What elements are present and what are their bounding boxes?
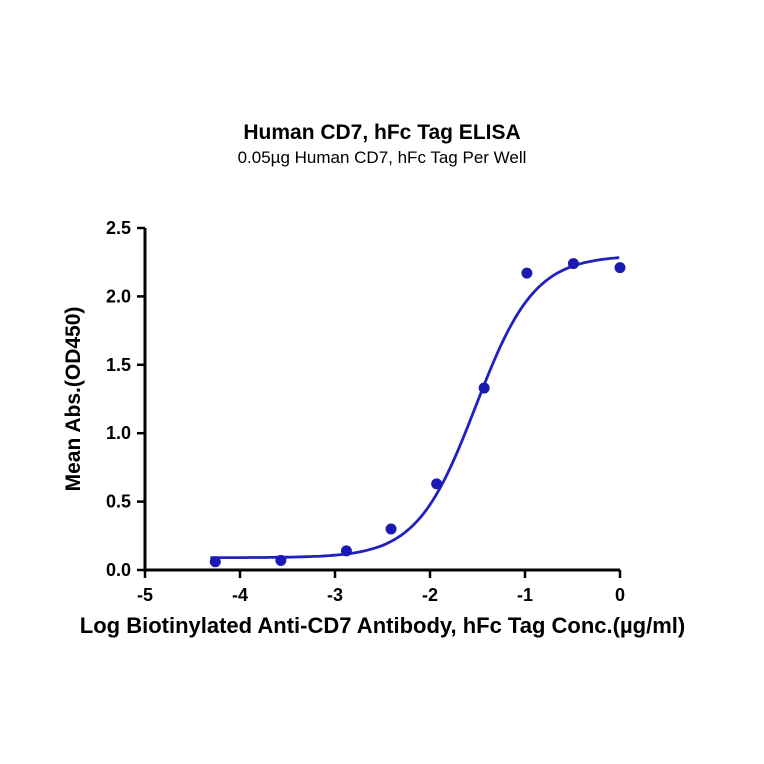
fit-curve <box>210 256 620 559</box>
x-tick-label: -3 <box>327 585 343 605</box>
x-tick-label: -5 <box>137 585 153 605</box>
y-tick-label: 0.0 <box>106 560 131 580</box>
chart-header: Human CD7, hFc Tag ELISA 0.05µg Human CD… <box>0 120 764 169</box>
x-axis-title: Log Biotinylated Anti-CD7 Antibody, hFc … <box>80 613 685 638</box>
x-tick-label: -4 <box>232 585 248 605</box>
chart-title: Human CD7, hFc Tag ELISA <box>243 121 521 144</box>
y-tick-label: 1.5 <box>106 355 131 375</box>
data-point <box>275 554 287 566</box>
chart-subtitle: 0.05µg Human CD7, hFc Tag Per Well <box>237 148 527 168</box>
x-tick-label: -2 <box>422 585 438 605</box>
y-tick-label: 2.0 <box>106 286 131 306</box>
y-axis-title: Mean Abs.(OD450) <box>62 307 85 492</box>
x-tick-label: -1 <box>517 585 533 605</box>
data-point <box>431 478 443 490</box>
data-point <box>521 267 533 279</box>
data-point <box>614 262 626 274</box>
x-tick-label: 0 <box>615 585 625 605</box>
data-point <box>385 523 397 535</box>
y-tick-label: 0.5 <box>106 492 131 512</box>
data-point <box>340 545 352 557</box>
data-point <box>478 382 490 394</box>
y-tick-label: 1.0 <box>106 423 131 443</box>
y-tick-label: 2.5 <box>106 218 131 238</box>
data-point <box>209 556 221 568</box>
data-point <box>567 258 579 270</box>
